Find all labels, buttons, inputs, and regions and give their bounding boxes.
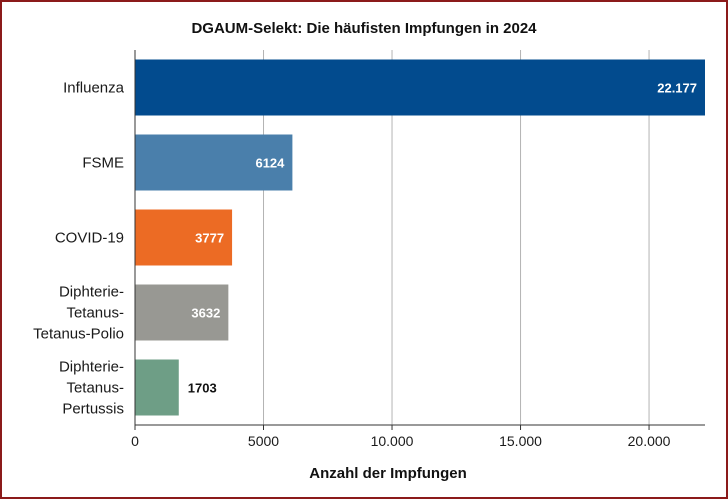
chart-title: DGAUM-Selekt: Die häufisten Impfungen in… xyxy=(191,20,537,37)
bar-value-label: 3777 xyxy=(195,231,224,246)
bar xyxy=(135,134,293,191)
bar-value-label: 3632 xyxy=(191,306,220,321)
bar-value-label: 1703 xyxy=(188,381,217,396)
x-tick-label: 15.000 xyxy=(499,433,542,449)
labels: 0 5000 10.000 15.000 20.000 22.177 Influenza 61… xyxy=(33,80,697,450)
category-label: FSME xyxy=(82,155,124,172)
x-tick-label: 0 xyxy=(131,433,139,449)
category-label: Influenza xyxy=(63,80,125,97)
category-label: Diphterie-Tetanus-Tetanus-Polio xyxy=(33,284,124,343)
x-tick-label: 5000 xyxy=(248,433,279,449)
bar xyxy=(135,59,705,116)
bar-value-label: 6124 xyxy=(255,156,285,171)
x-tick-label: 10.000 xyxy=(371,433,414,449)
category-label: COVID-19 xyxy=(55,230,124,247)
x-axis-title: Anzahl der Impfungen xyxy=(309,465,467,482)
category-label: Diphterie-Tetanus-Pertussis xyxy=(59,359,124,418)
bar xyxy=(135,359,179,416)
bar xyxy=(135,284,229,341)
bar xyxy=(135,209,233,266)
axes xyxy=(134,50,705,430)
x-tick-label: 20.000 xyxy=(628,433,671,449)
bars xyxy=(135,59,705,416)
bar-value-label: 22.177 xyxy=(657,81,697,96)
